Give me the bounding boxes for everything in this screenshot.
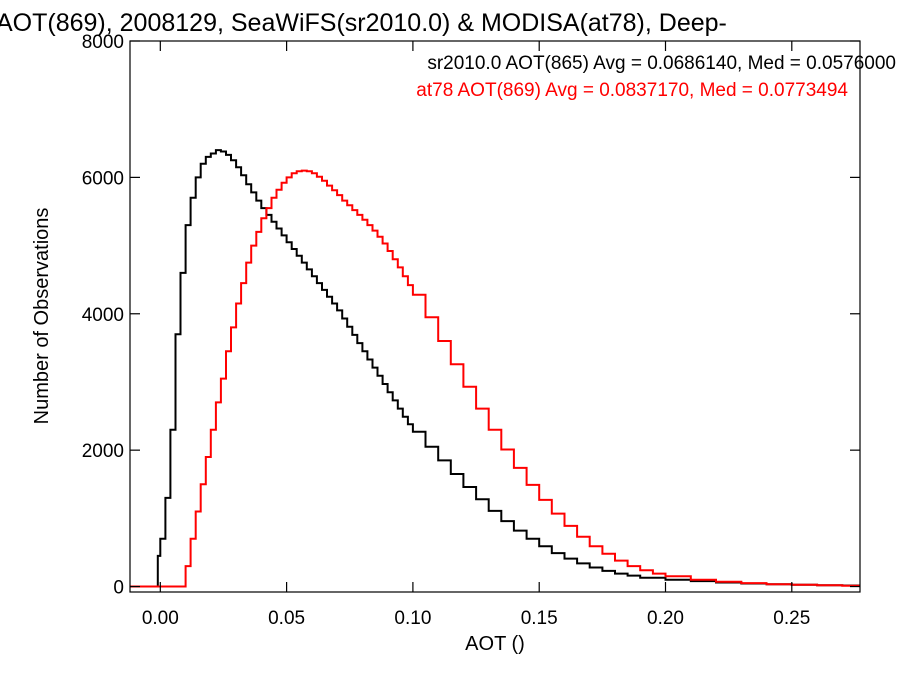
y-tick-label: 6000 bbox=[82, 168, 124, 189]
chart-title: AOT(869), 2008129, SeaWiFS(sr2010.0) & M… bbox=[0, 9, 727, 37]
x-tick-label: 0.25 bbox=[773, 608, 810, 629]
y-tick-label: 4000 bbox=[82, 305, 124, 326]
legend-entry-sr2010: sr2010.0 AOT(865) Avg = 0.0686140, Med =… bbox=[427, 53, 896, 74]
x-tick-label: 0.20 bbox=[647, 608, 684, 629]
x-axis-label: AOT () bbox=[465, 633, 525, 655]
x-tick-label: 0.15 bbox=[521, 608, 558, 629]
x-axis: 0.00 0.05 0.10 0.15 0.20 0.25 bbox=[142, 41, 810, 629]
plot-frame bbox=[129, 40, 861, 593]
y-tick-label: 8000 bbox=[82, 32, 124, 53]
y-axis: 0 2000 4000 6000 8000 bbox=[82, 32, 860, 599]
x-tick-label: 0.05 bbox=[268, 608, 305, 629]
legend-entry-at78: at78 AOT(869) Avg = 0.0837170, Med = 0.0… bbox=[416, 80, 848, 101]
series-line-0 bbox=[130, 149, 860, 588]
y-axis-label: Number of Observations bbox=[31, 208, 53, 425]
x-tick-label: 0.10 bbox=[394, 608, 431, 629]
x-tick-label: 0.00 bbox=[142, 608, 179, 629]
y-tick-label: 2000 bbox=[82, 441, 124, 462]
series-line-1 bbox=[130, 169, 860, 588]
y-tick-label: 0 bbox=[113, 578, 124, 599]
series-layer bbox=[130, 149, 860, 588]
